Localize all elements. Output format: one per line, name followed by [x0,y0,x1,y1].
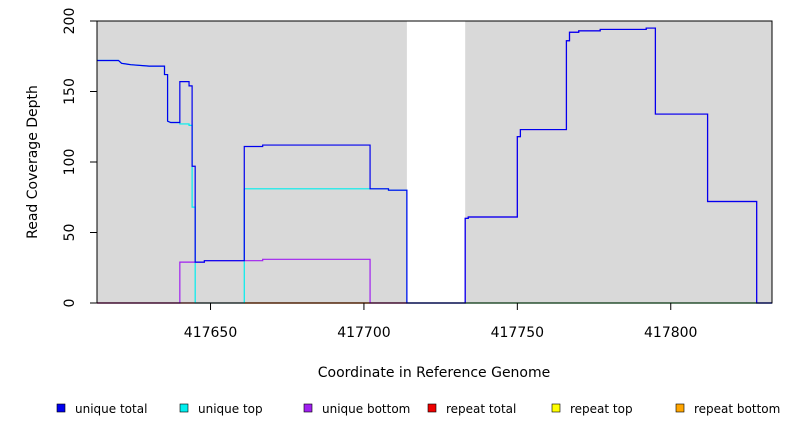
legend-swatch [675,403,685,413]
legend-label: repeat top [570,402,633,416]
legend-swatch [56,403,66,413]
x-axis: 417650 417700 417750 417800 [184,303,697,341]
y-axis: 0 50 100 150 200 [62,8,97,308]
legend-item-unique-total: unique total [56,402,147,416]
legend-label: repeat bottom [694,402,780,416]
legend-swatch [179,403,189,413]
x-tick-label: 417800 [644,325,697,341]
legend-label: unique top [198,402,263,416]
x-tick-label: 417700 [337,325,390,341]
y-tick-label: 150 [62,78,78,105]
legend-label: repeat total [446,402,516,416]
y-axis-label: Read Coverage Depth [25,85,41,239]
x-axis-label: Coordinate in Reference Genome [318,365,551,381]
y-tick-label: 0 [62,299,78,308]
legend-label: unique bottom [322,402,410,416]
legend-label: unique total [75,402,147,416]
y-tick-label: 50 [62,224,78,242]
legend-item-unique-bottom: unique bottom [303,402,410,416]
legend-swatch [551,403,561,413]
legend: unique total unique top unique bottom repea… [56,402,780,416]
legend-item-repeat-bottom: repeat bottom [675,402,780,416]
shaded-region-1 [97,21,407,303]
legend-swatch [427,403,437,413]
shaded-regions [97,21,772,303]
x-tick-label: 417650 [184,325,237,341]
legend-item-unique-top: unique top [179,402,263,416]
legend-item-repeat-top: repeat top [551,402,633,416]
legend-item-repeat-total: repeat total [427,402,516,416]
y-tick-label: 200 [62,8,78,35]
y-tick-label: 100 [62,149,78,176]
legend-swatch [303,403,313,413]
series-unique-total [97,27,772,304]
shaded-region-2 [465,21,772,303]
x-tick-label: 417750 [491,325,544,341]
